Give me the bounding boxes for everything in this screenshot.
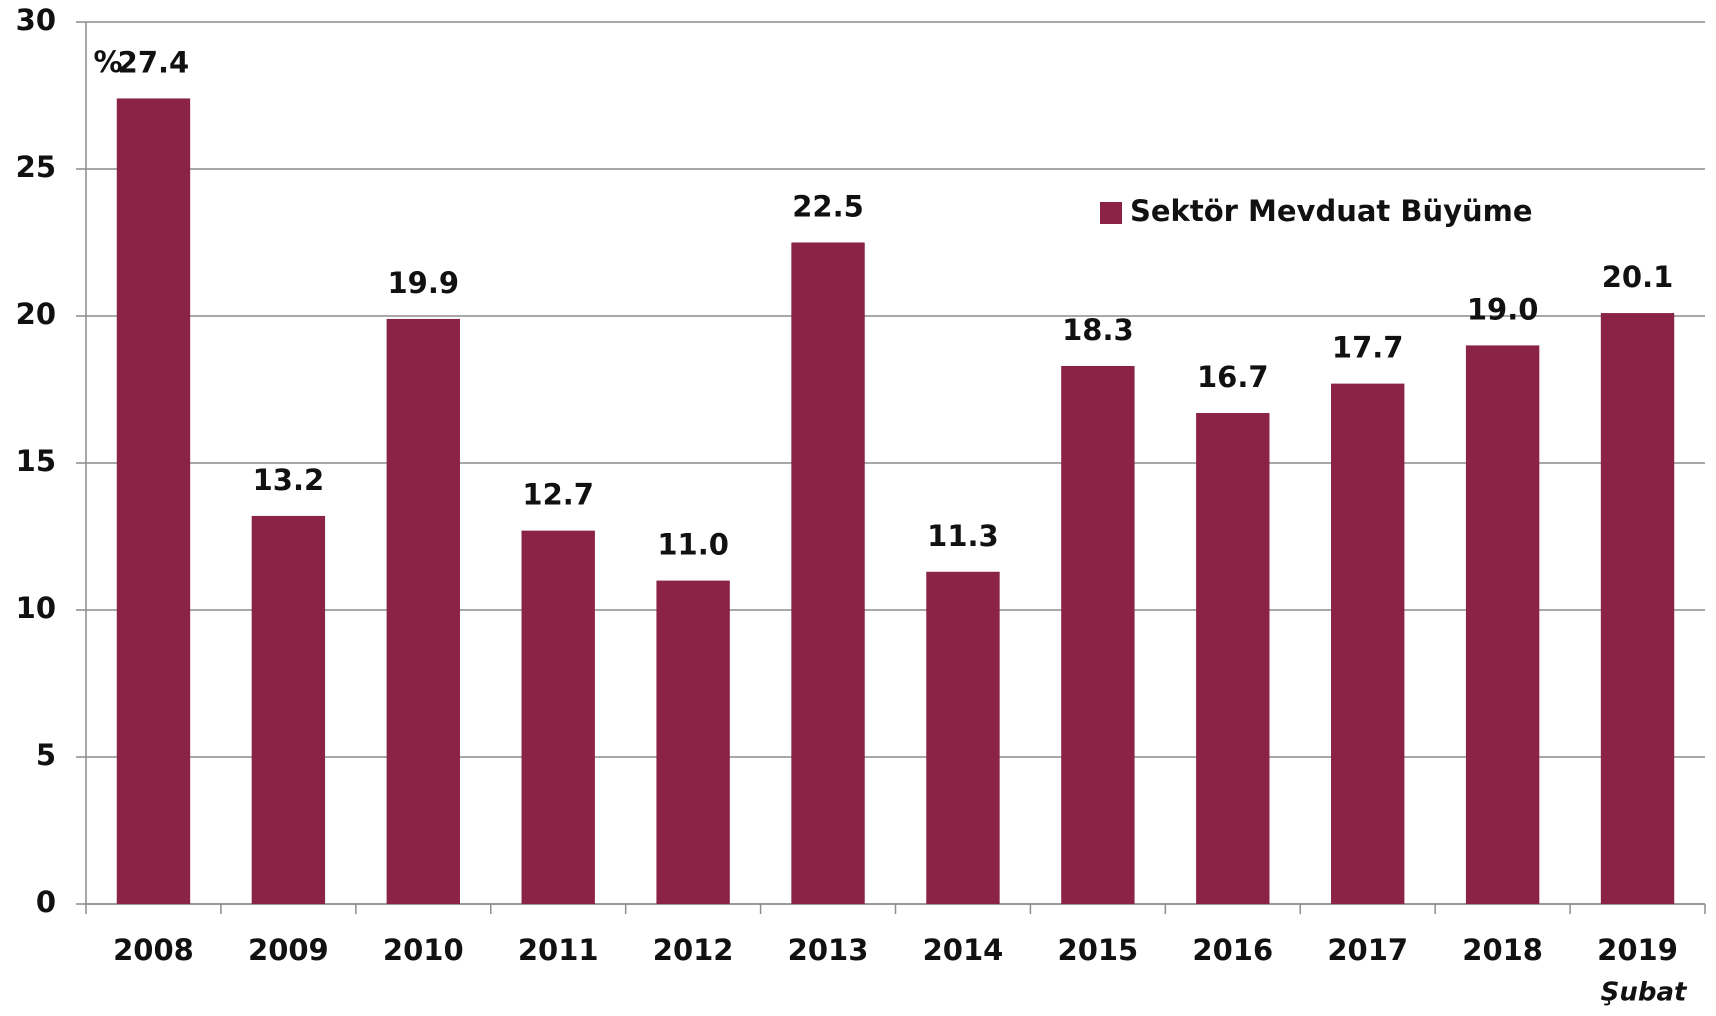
x-tick-label: 2018 xyxy=(1462,933,1543,967)
y-tick-label: 10 xyxy=(16,591,56,625)
bar xyxy=(926,571,1000,904)
legend-swatch xyxy=(1100,202,1122,224)
data-label: 22.5 xyxy=(792,190,864,224)
bar xyxy=(1465,345,1540,904)
category-annotation: Şubat xyxy=(1601,978,1688,1008)
bar xyxy=(1600,313,1675,904)
data-label: 19.9 xyxy=(388,266,460,300)
data-label: 18.3 xyxy=(1062,313,1134,347)
data-label: 12.7 xyxy=(522,478,594,512)
data-label: 19.0 xyxy=(1467,292,1539,326)
y-tick-label: 25 xyxy=(16,150,56,184)
x-tick-label: 2019 xyxy=(1597,933,1678,967)
x-tick-label: 2012 xyxy=(653,933,734,967)
data-label: 16.7 xyxy=(1197,360,1269,394)
legend-label: Sektör Mevduat Büyüme xyxy=(1130,194,1533,228)
x-tick-label: 2008 xyxy=(113,933,194,967)
data-label: 11.3 xyxy=(927,519,999,553)
bar xyxy=(1331,383,1405,904)
x-tick-label: 2015 xyxy=(1058,933,1139,967)
y-tick-label: 20 xyxy=(16,297,56,331)
data-label: 17.7 xyxy=(1332,331,1404,365)
data-label: 20.1 xyxy=(1602,260,1674,294)
bar xyxy=(116,98,191,904)
bar xyxy=(521,530,595,904)
y-tick-label: 5 xyxy=(36,738,56,772)
x-tick-label: 2013 xyxy=(788,933,869,967)
x-tick-label: 2009 xyxy=(248,933,329,967)
data-label: 13.2 xyxy=(253,463,325,497)
bar xyxy=(791,242,865,904)
bar xyxy=(251,515,326,904)
x-tick-label: 2017 xyxy=(1327,933,1408,967)
bar xyxy=(386,318,460,904)
y-tick-label: 0 xyxy=(36,885,56,919)
x-tick-label: 2011 xyxy=(518,933,599,967)
y-axis-unit: % xyxy=(93,45,122,79)
x-tick-label: 2014 xyxy=(923,933,1004,967)
y-tick-label: 30 xyxy=(16,3,56,37)
data-label: 27.4 xyxy=(118,45,190,79)
bar xyxy=(656,580,730,904)
x-tick-label: 2016 xyxy=(1192,933,1273,967)
y-tick-label: 15 xyxy=(16,444,56,478)
bar xyxy=(1196,413,1270,904)
bar xyxy=(1061,365,1135,905)
data-label: 11.0 xyxy=(657,528,729,562)
x-tick-label: 2010 xyxy=(383,933,464,967)
